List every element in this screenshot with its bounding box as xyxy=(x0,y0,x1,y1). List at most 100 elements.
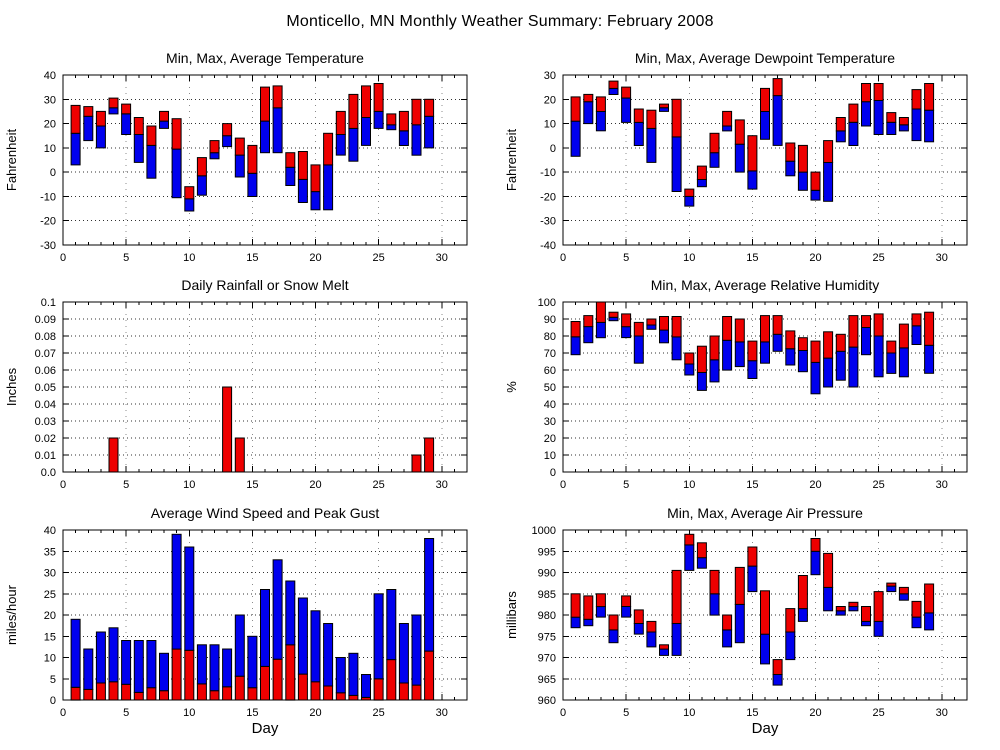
bar-day-4 xyxy=(608,316,619,322)
bar-day-4 xyxy=(108,627,119,683)
bar-day-11 xyxy=(696,542,707,559)
bar-day-12 xyxy=(709,569,720,595)
y-tick-label: 0.01 xyxy=(35,450,56,462)
bar-day-5 xyxy=(121,103,132,115)
tick-labels: 0 5 10 15 20 25 30 -40 -30 -20 -10 0 10 20 30 xyxy=(540,70,948,264)
y-tick-label: 0.0 xyxy=(41,467,56,479)
bar-day-21 xyxy=(823,552,834,588)
bar-day-28 xyxy=(411,454,422,473)
bar-day-22 xyxy=(835,130,846,143)
bar-day-8 xyxy=(659,644,669,650)
x-tick-label: 15 xyxy=(746,479,758,491)
bar-day-24 xyxy=(361,85,371,119)
bar-day-9 xyxy=(671,316,682,338)
y-tick-label: 70 xyxy=(544,348,556,360)
bar-day-16 xyxy=(260,665,270,701)
bar-day-6 xyxy=(633,623,644,635)
bar-day-1 xyxy=(70,618,81,688)
bar-day-16 xyxy=(760,590,770,635)
bar-day-12 xyxy=(209,690,220,701)
y-tick-label: 20 xyxy=(544,433,556,445)
bar-day-24 xyxy=(861,327,871,356)
bar-day-15 xyxy=(247,687,258,701)
bar-day-20 xyxy=(810,550,821,576)
bar-day-23 xyxy=(348,127,359,162)
bar-day-13 xyxy=(222,686,233,701)
y-tick-label: 15 xyxy=(44,631,56,643)
bars xyxy=(70,533,435,701)
bar-day-22 xyxy=(335,110,346,136)
x-tick-label: 10 xyxy=(683,707,695,719)
y-tick-label: -10 xyxy=(540,167,556,179)
y-tick-label: 965 xyxy=(538,674,556,686)
bar-day-13 xyxy=(222,123,233,137)
plot-border xyxy=(562,529,968,701)
bar-day-22 xyxy=(335,134,346,156)
y-tick-label: 970 xyxy=(538,653,556,665)
y-tick-label: 30 xyxy=(44,568,56,580)
bar-day-11 xyxy=(696,345,707,373)
bar-day-2 xyxy=(83,115,94,142)
bar-day-28 xyxy=(911,325,922,345)
y-tick-label: 0.05 xyxy=(35,382,56,394)
y-tick-label: -30 xyxy=(540,216,556,228)
bar-day-25 xyxy=(873,591,884,622)
bar-day-7 xyxy=(146,144,157,179)
x-tick-label: 10 xyxy=(683,479,695,491)
bar-day-16 xyxy=(260,120,270,154)
bar-day-18 xyxy=(785,348,796,366)
bar-day-17 xyxy=(772,674,783,686)
bar-day-9 xyxy=(671,136,682,192)
x-tick-label: 20 xyxy=(809,479,821,491)
y-tick-label: 985 xyxy=(538,589,556,601)
bar-day-14 xyxy=(234,675,245,701)
bar-day-5 xyxy=(621,326,632,339)
bar-day-14 xyxy=(734,603,745,644)
y-tick-label: 0.08 xyxy=(35,331,56,343)
x-tick-label: 25 xyxy=(873,479,885,491)
bar-day-26 xyxy=(886,340,897,354)
bar-day-2 xyxy=(583,315,594,328)
bar-day-28 xyxy=(911,616,922,629)
bar-day-18 xyxy=(785,330,796,350)
bar-day-17 xyxy=(272,107,283,154)
bar-day-3 xyxy=(595,96,606,113)
bar-day-27 xyxy=(898,347,909,378)
chart-panel-wind: Average Wind Speed and Peak Gust miles/h… xyxy=(0,498,500,750)
x-tick-label: 15 xyxy=(746,707,758,719)
y-tick-label: 0.07 xyxy=(35,348,56,360)
bar-day-8 xyxy=(659,316,669,331)
bar-day-29 xyxy=(424,98,435,117)
bars xyxy=(570,78,935,207)
bar-day-28 xyxy=(411,98,422,126)
bar-day-10 xyxy=(184,186,195,200)
bar-day-1 xyxy=(570,120,581,157)
x-tick-label: 30 xyxy=(936,479,948,491)
bar-day-18 xyxy=(785,608,796,633)
bar-day-10 xyxy=(684,363,695,376)
chart-title-rainfall: Daily Rainfall or Snow Melt xyxy=(181,277,349,293)
bar-day-10 xyxy=(184,198,195,212)
bar-day-6 xyxy=(133,640,144,693)
bar-day-13 xyxy=(722,110,733,127)
bar-day-11 xyxy=(196,157,207,177)
bar-day-20 xyxy=(810,340,821,363)
y-tick-label: 60 xyxy=(544,365,556,377)
bar-day-15 xyxy=(747,170,758,190)
bar-day-4 xyxy=(608,311,619,318)
bar-day-7 xyxy=(646,324,657,330)
x-tick-label: 25 xyxy=(373,707,385,719)
bar-day-24 xyxy=(861,620,871,627)
bar-day-25 xyxy=(873,83,884,101)
bar-day-2 xyxy=(83,648,94,690)
bar-day-26 xyxy=(386,113,397,126)
bar-day-21 xyxy=(323,132,334,166)
x-tick-label: 25 xyxy=(373,479,385,491)
plot-area-dewpoint: 0 5 10 15 20 25 30 -40 -30 -20 -10 0 10 20 30 xyxy=(540,70,968,264)
bar-day-22 xyxy=(835,606,846,612)
bar-day-4 xyxy=(108,97,119,109)
plot-area-wind: 0 5 10 15 20 25 30 0 5 10 15 20 25 30 35 40 xyxy=(44,525,468,719)
bar-day-23 xyxy=(848,103,859,123)
bar-day-11 xyxy=(696,557,707,569)
